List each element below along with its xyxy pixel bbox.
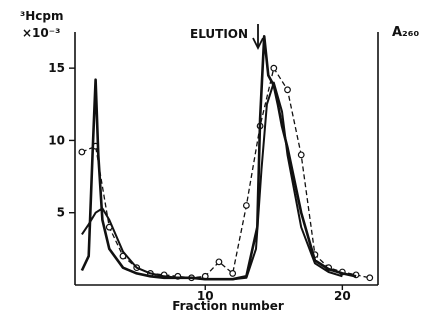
data-point — [297, 151, 305, 159]
data-point — [366, 274, 374, 282]
y-tick-label: 5 — [57, 206, 65, 220]
data-point — [284, 86, 291, 94]
series-line-2 — [80, 34, 357, 281]
elution-arrow — [252, 24, 264, 51]
y-axis-label-right: A₂₆₀ — [392, 25, 419, 40]
y-tick-label: 15 — [48, 61, 65, 75]
data-point — [78, 148, 86, 156]
y-axis-unit-left: ×10⁻³ — [22, 26, 60, 40]
x-tick-label: 20 — [334, 289, 351, 303]
data-point — [229, 270, 237, 277]
data-point — [215, 258, 223, 266]
data-point — [242, 202, 250, 209]
series-line-3 — [81, 81, 343, 281]
elution-annotation: ELUTION — [190, 27, 248, 41]
y-tick-label: 10 — [48, 133, 65, 147]
x-tick-label: 10 — [197, 289, 214, 303]
data-point — [270, 64, 278, 72]
y-axis-label-left: ³Hcpm — [20, 9, 64, 23]
x-axis-label: Fraction number — [172, 299, 284, 313]
series-line-1 — [81, 67, 370, 279]
